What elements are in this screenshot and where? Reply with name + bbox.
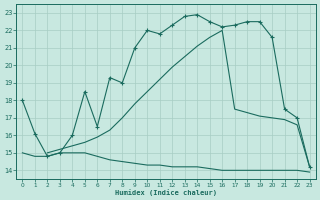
X-axis label: Humidex (Indice chaleur): Humidex (Indice chaleur): [115, 189, 217, 196]
